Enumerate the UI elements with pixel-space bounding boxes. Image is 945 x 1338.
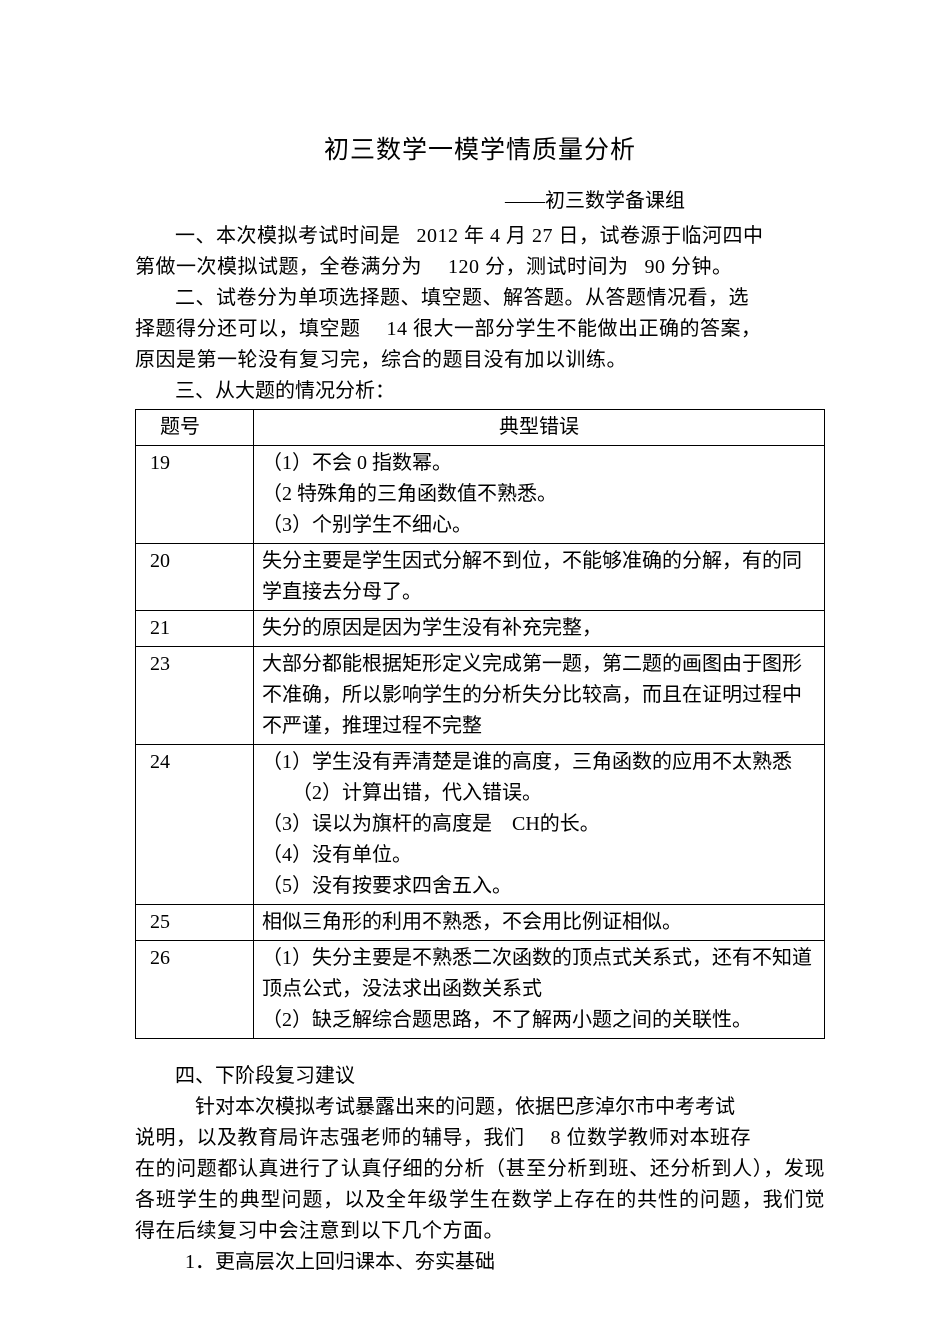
section-3-heading: 三、从大题的情况分析： [135,376,825,407]
cell-line: （2）计算出错，代入错误。 [262,778,816,809]
p1-text-b: 2012 年 4 月 27 日，试卷源于临河四中 [417,225,764,247]
table-header-num: 题号 [136,410,254,446]
row-content: （1）失分主要是不熟悉二次函数的顶点式关系式，还有不知道顶点公式，没法求出函数关… [254,941,825,1039]
p1-text-a: 一、本次模拟考试时间是 [175,225,401,247]
cell-line: 失分主要是学生因式分解不到位，不能够准确的分解，有的同学直接去分母了。 [262,546,816,608]
row-num: 19 [136,446,254,544]
table-row: 19 （1）不会 0 指数幂。 （2 特殊角的三角函数值不熟悉。 （3）个别学生… [136,446,825,544]
table-row: 21 失分的原因是因为学生没有补充完整， [136,611,825,647]
error-analysis-table: 题号 典型错误 19 （1）不会 0 指数幂。 （2 特殊角的三角函数值不熟悉。… [135,409,825,1039]
row-num: 26 [136,941,254,1039]
paragraph-1: 一、本次模拟考试时间是 2012 年 4 月 27 日，试卷源于临河四中 [135,221,825,252]
table-row: 24 （1）学生没有弄清楚是谁的高度，三角函数的应用不太熟悉 （2）计算出错，代… [136,745,825,905]
section-4-paragraph-c: 在的问题都认真进行了认真仔细的分析（甚至分析到班、还分析到人），发现各班学生的典… [135,1154,825,1247]
p2-text-a: 二、试卷分为单项选择题、填空题、解答题。从答题情况看，选 [175,287,749,309]
paragraph-2b: 择题得分还可以，填空题 14 很大一部分学生不能做出正确的答案， [135,314,825,345]
cell-line: （1）不会 0 指数幂。 [262,448,816,479]
table-row: 20 失分主要是学生因式分解不到位，不能够准确的分解，有的同学直接去分母了。 [136,544,825,611]
cell-line: （1）学生没有弄清楚是谁的高度，三角函数的应用不太熟悉 [262,747,816,778]
p2-text-b: 择题得分还可以，填空题 [135,318,361,340]
row-content: 失分主要是学生因式分解不到位，不能够准确的分解，有的同学直接去分母了。 [254,544,825,611]
section-4-paragraph: 针对本次模拟考试暴露出来的问题，依据巴彦淖尔市中考考试 [135,1092,825,1123]
p1-text-c: 第做一次模拟试题，全卷满分为 [135,256,422,278]
table-row: 26 （1）失分主要是不熟悉二次函数的顶点式关系式，还有不知道顶点公式，没法求出… [136,941,825,1039]
s4-text-c: 8 位数学教师对本班存 [551,1127,752,1149]
p2-text-d: 原因是第一轮没有复习完，综合的题目没有加以训练。 [135,349,627,371]
table-header-row: 题号 典型错误 [136,410,825,446]
cell-line: 相似三角形的利用不熟悉，不会用比例证相似。 [262,907,816,938]
cell-line: （3）个别学生不细心。 [262,510,816,541]
p2-text-c: 14 很大一部分学生不能做出正确的答案， [387,318,762,340]
row-num: 20 [136,544,254,611]
row-content: （1）不会 0 指数幂。 （2 特殊角的三角函数值不熟悉。 （3）个别学生不细心… [254,446,825,544]
section-4-heading: 四、下阶段复习建议 [135,1061,825,1092]
s4-text-d: 在的问题都认真进行了认真仔细的分析（甚至分析到班、还分析到人），发现各班学生的典… [135,1158,825,1242]
row-num: 24 [136,745,254,905]
table-row: 25 相似三角形的利用不熟悉，不会用比例证相似。 [136,905,825,941]
s4-text-a: 针对本次模拟考试暴露出来的问题，依据巴彦淖尔市中考考试 [195,1096,735,1118]
table-row: 23 大部分都能根据矩形定义完成第一题，第二题的画图由于图形不准确，所以影响学生… [136,647,825,745]
paragraph-1b: 第做一次模拟试题，全卷满分为 120 分，测试时间为 90 分钟。 [135,252,825,283]
cell-line: （5）没有按要求四舍五入。 [262,871,816,902]
row-content: 相似三角形的利用不熟悉，不会用比例证相似。 [254,905,825,941]
cell-line: （4）没有单位。 [262,840,816,871]
s4-text-b: 说明，以及教育局许志强老师的辅导，我们 [135,1127,525,1149]
cell-line: （3）误以为旗杆的高度是 CH的长。 [262,809,816,840]
cell-line: （2 特殊角的三角函数值不熟悉。 [262,479,816,510]
section-4-paragraph-b: 说明，以及教育局许志强老师的辅导，我们 8 位数学教师对本班存 [135,1123,825,1154]
list-item-1: 1．更高层次上回归课本、夯实基础 [135,1247,825,1278]
page-subtitle: ——初三数学备课组 [135,184,825,213]
row-num: 21 [136,611,254,647]
row-num: 25 [136,905,254,941]
paragraph-2: 二、试卷分为单项选择题、填空题、解答题。从答题情况看，选 [135,283,825,314]
p1-text-d: 120 分，测试时间为 [448,256,629,278]
row-content: （1）学生没有弄清楚是谁的高度，三角函数的应用不太熟悉 （2）计算出错，代入错误… [254,745,825,905]
cell-line: （1）失分主要是不熟悉二次函数的顶点式关系式，还有不知道顶点公式，没法求出函数关… [262,943,816,1005]
table-header-error: 典型错误 [254,410,825,446]
page-title: 初三数学一模学情质量分析 [135,130,825,166]
cell-line: 失分的原因是因为学生没有补充完整， [262,613,816,644]
cell-line: 大部分都能根据矩形定义完成第一题，第二题的画图由于图形不准确，所以影响学生的分析… [262,649,816,742]
row-content: 失分的原因是因为学生没有补充完整， [254,611,825,647]
row-num: 23 [136,647,254,745]
p1-text-e: 90 分钟。 [645,256,733,278]
cell-line: （2）缺乏解综合题思路，不了解两小题之间的关联性。 [262,1005,816,1036]
row-content: 大部分都能根据矩形定义完成第一题，第二题的画图由于图形不准确，所以影响学生的分析… [254,647,825,745]
paragraph-2c: 原因是第一轮没有复习完，综合的题目没有加以训练。 [135,345,825,376]
